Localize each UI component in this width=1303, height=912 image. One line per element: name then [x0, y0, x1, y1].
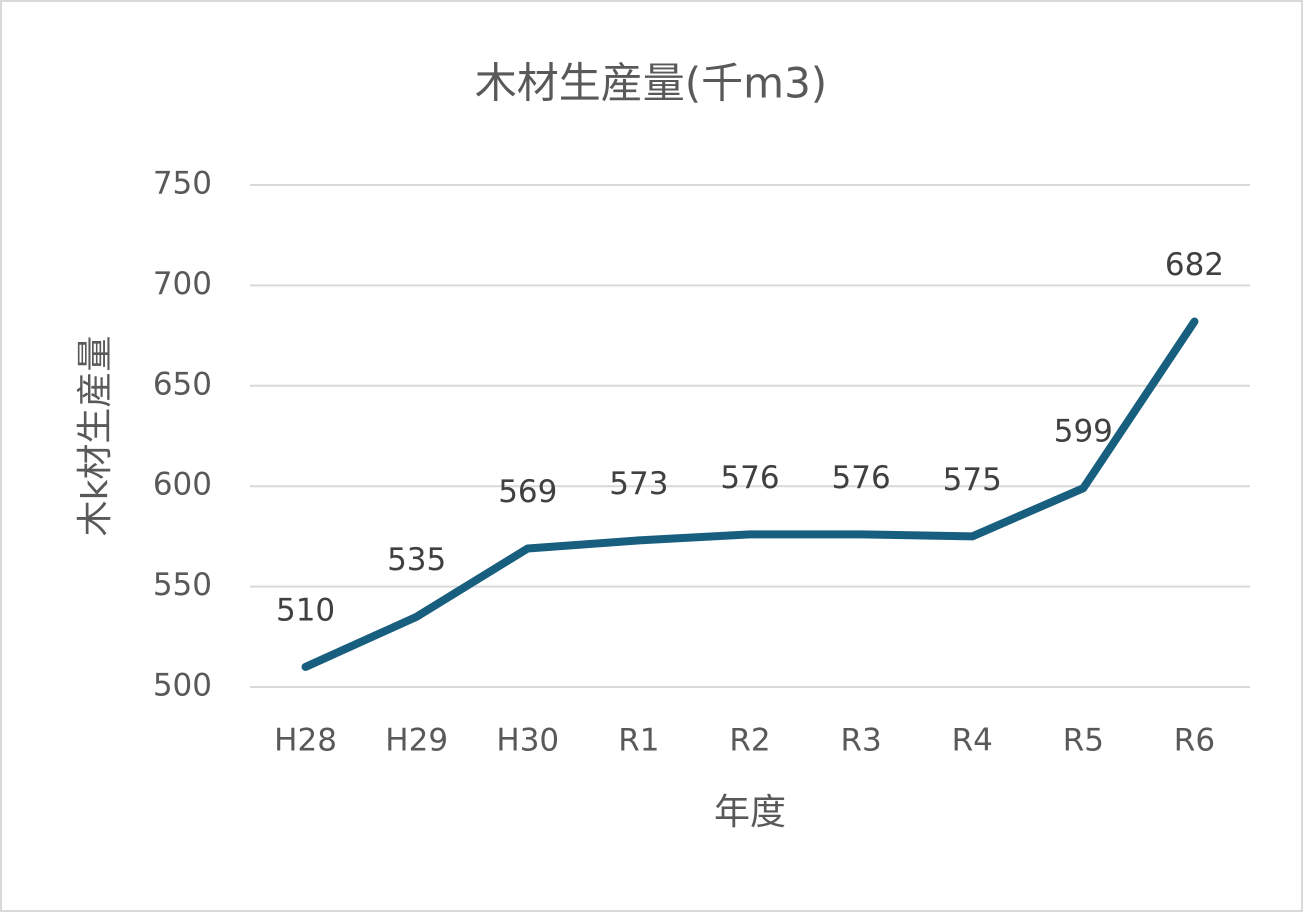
y-tick-label: 650	[153, 366, 212, 402]
data-label: 576	[720, 460, 779, 496]
x-tick-label: R4	[952, 723, 993, 759]
data-label: 576	[832, 460, 891, 496]
y-tick-label: 500	[153, 668, 212, 704]
x-tick-label: R3	[840, 723, 881, 759]
y-tick-label: 600	[153, 467, 212, 503]
data-label: 535	[387, 542, 446, 578]
y-tick-label: 750	[153, 166, 212, 202]
x-tick-label: H28	[274, 723, 337, 759]
data-label: 573	[609, 466, 668, 502]
y-axis-title: 木k材生産量	[75, 336, 116, 537]
x-axis-title: 年度	[714, 792, 786, 833]
x-tick-label: R5	[1063, 723, 1104, 759]
y-tick-label: 550	[153, 567, 212, 603]
x-tick-label: H29	[385, 723, 448, 759]
x-tick-label: H30	[496, 723, 559, 759]
data-label: 575	[943, 462, 1002, 498]
data-label: 510	[276, 592, 335, 628]
data-label: 569	[498, 474, 557, 510]
x-tick-label: R1	[618, 723, 659, 759]
x-tick-label: R6	[1174, 723, 1215, 759]
y-tick-label: 700	[153, 266, 212, 302]
data-label: 682	[1165, 247, 1224, 283]
chart-title: 木材生産量(千m3)	[475, 59, 827, 108]
series-line	[301, 317, 1199, 671]
data-label: 599	[1054, 414, 1113, 450]
x-tick-label: R2	[729, 723, 770, 759]
